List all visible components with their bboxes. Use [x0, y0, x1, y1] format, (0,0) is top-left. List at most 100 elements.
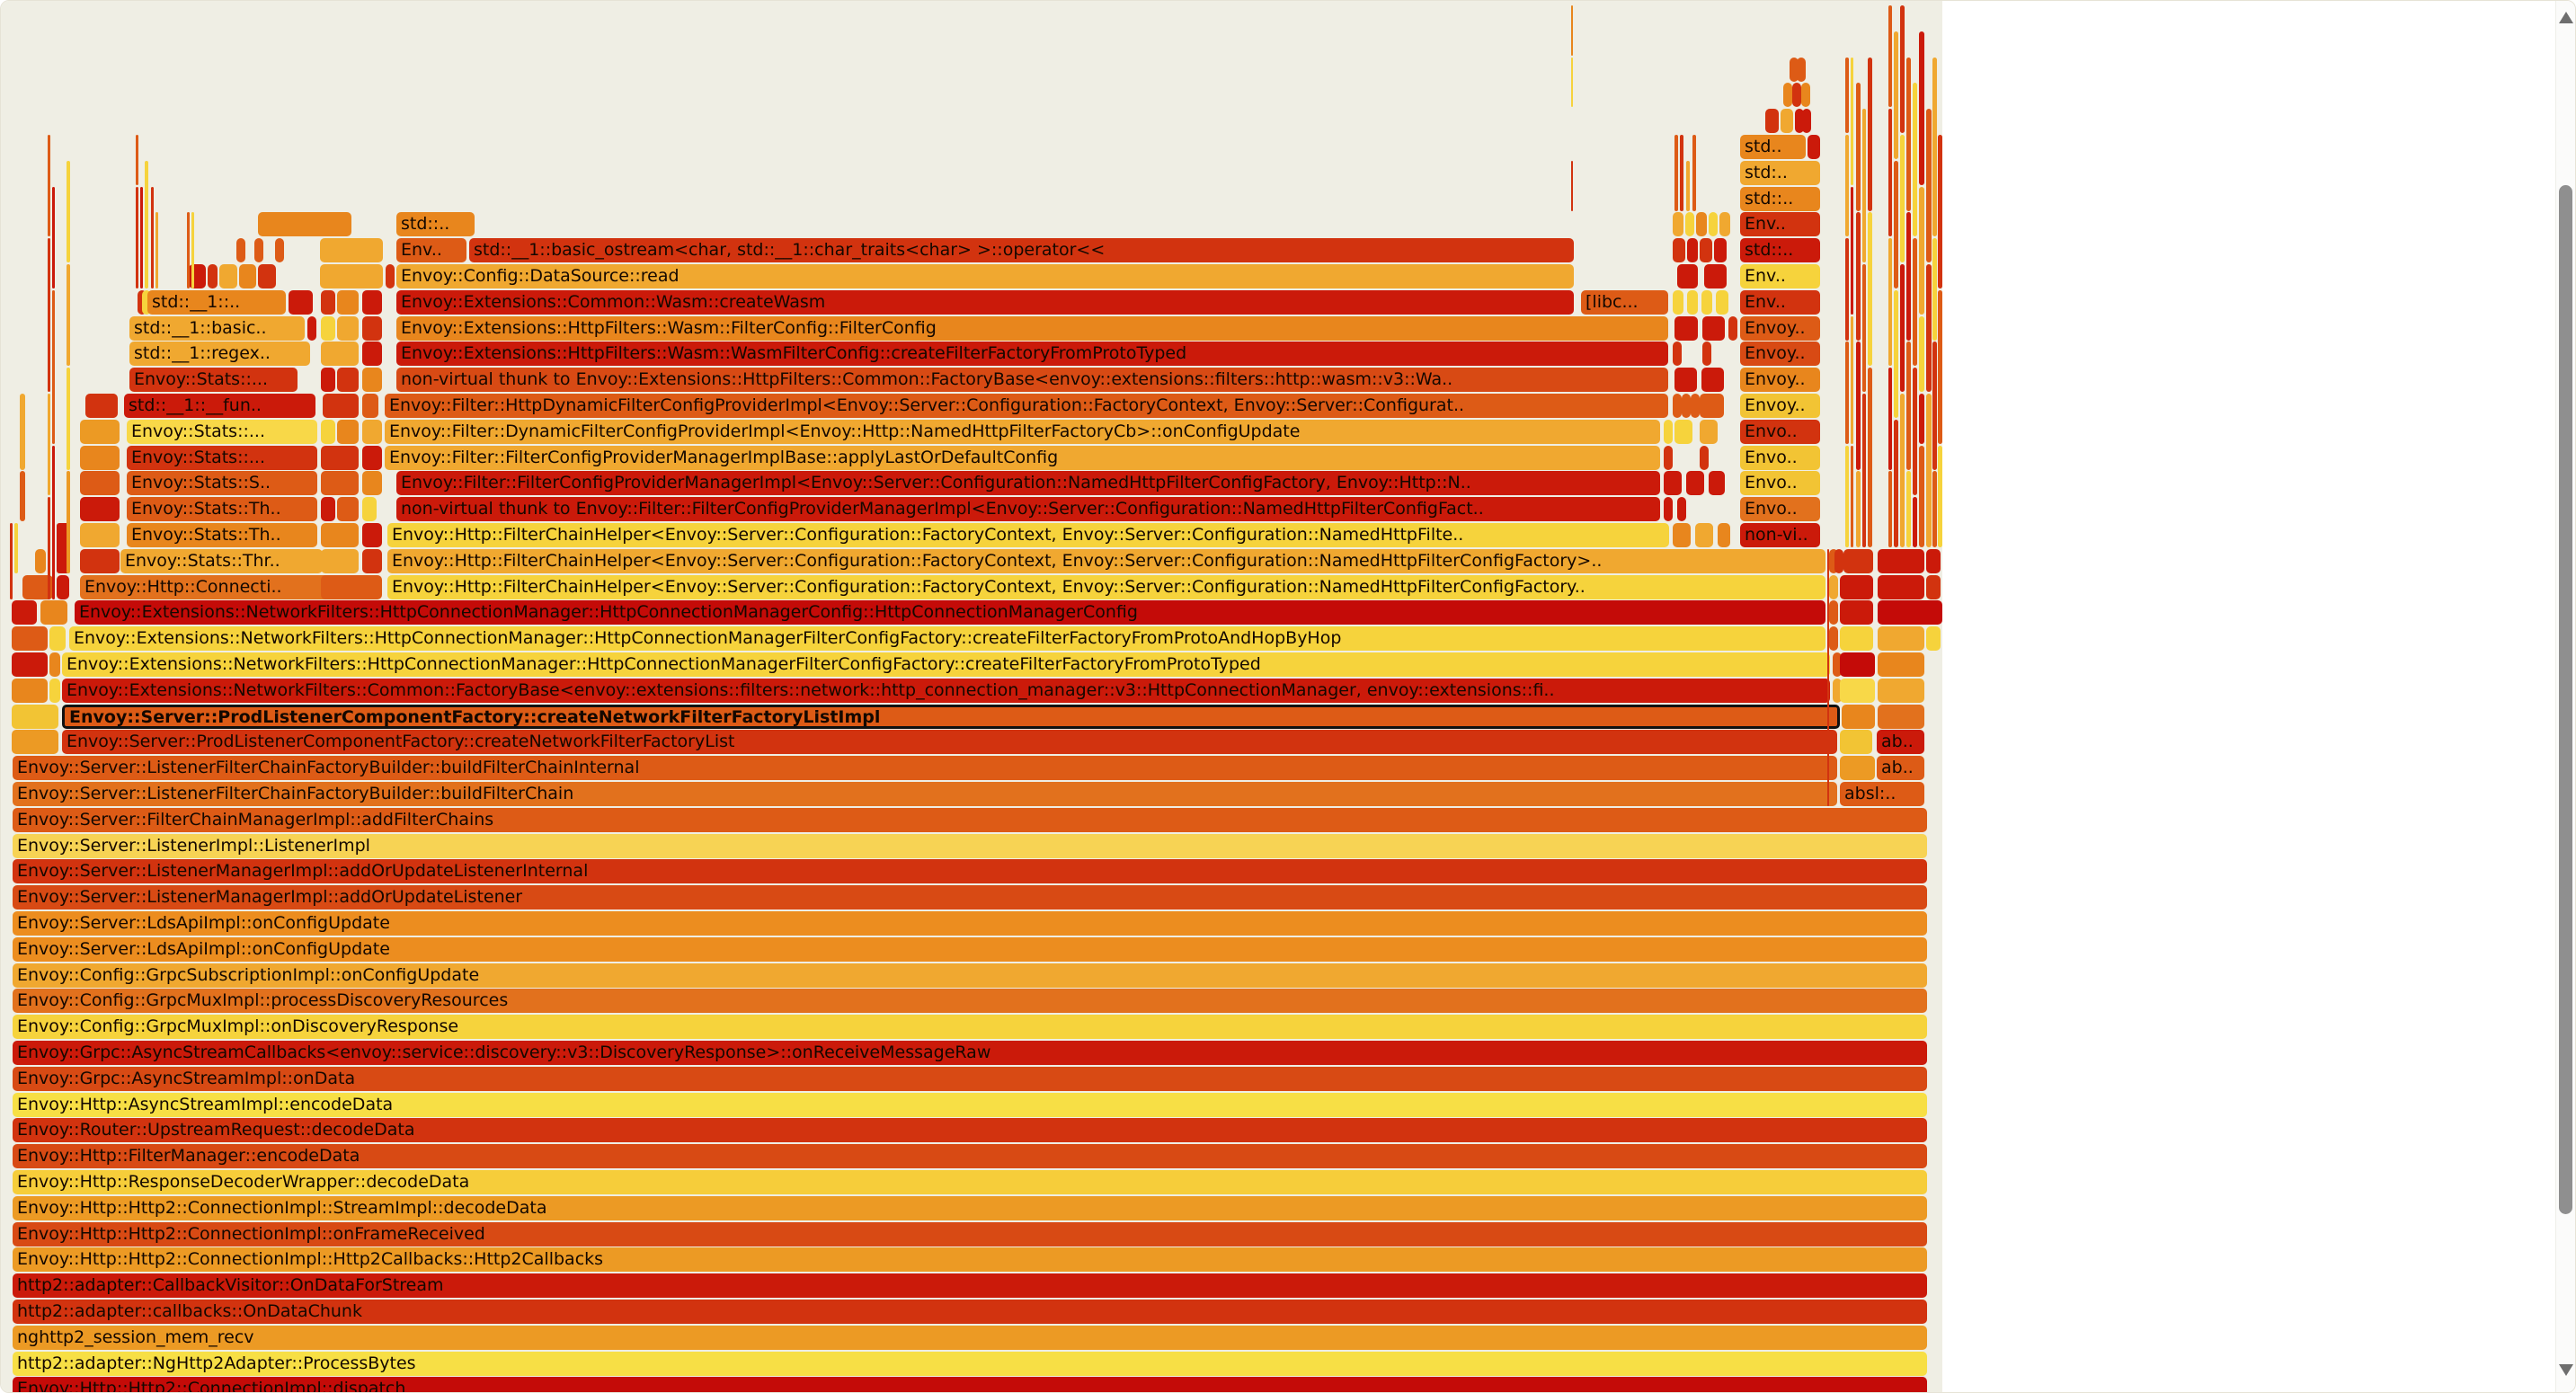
flame-frame[interactable]: Envoy::Http::FilterChainHelper<Envoy::Se…	[387, 548, 1825, 573]
flame-strip[interactable]	[48, 394, 50, 496]
flame-frame-block[interactable]	[1709, 471, 1725, 496]
flame-frame-block[interactable]	[1700, 394, 1724, 418]
flame-frame-block[interactable]	[1878, 678, 1924, 703]
flame-frame-block[interactable]	[1691, 394, 1700, 418]
flame-frame-block[interactable]	[1802, 109, 1811, 134]
flame-frame[interactable]: Envoy::Http::FilterChainHelper<Envoy::Se…	[387, 574, 1825, 599]
flame-strip[interactable]	[1913, 238, 1917, 367]
vertical-scrollbar[interactable]	[2555, 1, 2575, 1392]
flame-strip[interactable]	[1926, 109, 1932, 263]
flame-strip[interactable]	[1894, 289, 1898, 418]
flame-frame[interactable]: [libc...	[1581, 289, 1668, 315]
flame-frame-block[interactable]	[1797, 57, 1806, 82]
flame-frame-block[interactable]	[337, 368, 359, 393]
flame-frame-block[interactable]	[49, 652, 60, 677]
flame-frame-block[interactable]	[1840, 730, 1872, 755]
flame-frame-block[interactable]	[254, 238, 263, 263]
flame-strip[interactable]	[1571, 160, 1573, 211]
flame-strip[interactable]	[1919, 315, 1924, 393]
flame-frame[interactable]: Envoy::Stats::...	[127, 419, 317, 444]
flame-strip[interactable]	[1932, 238, 1937, 341]
flame-frame-block[interactable]	[35, 548, 46, 573]
flame-frame[interactable]: Envoy::Router::UpstreamRequest::decodeDa…	[13, 1118, 1927, 1143]
flame-strip[interactable]	[1571, 57, 1573, 108]
flame-frame-block[interactable]	[1682, 394, 1691, 418]
flame-strip[interactable]	[1906, 471, 1911, 547]
flame-frame[interactable]: Envoy::Http::Http2::ConnectionImpl::Stre…	[13, 1195, 1927, 1220]
flame-frame[interactable]: Envoy::Http::FilterManager::encodeData	[13, 1144, 1927, 1169]
flame-frame[interactable]: Envoy::Server::ProdListenerComponentFact…	[62, 730, 1837, 755]
flame-frame[interactable]: Envoy::Server::LdsApiImpl::onConfigUpdat…	[13, 936, 1927, 962]
flame-frame[interactable]: non-virtual thunk to Envoy::Extensions::…	[396, 368, 1668, 393]
flame-frame-block[interactable]	[337, 315, 359, 341]
flame-frame[interactable]: std::..	[396, 212, 475, 237]
flame-frame[interactable]: Envoy::Server::ProdListenerComponentFact…	[62, 704, 1840, 729]
flame-frame-block[interactable]	[12, 704, 58, 729]
flame-strip[interactable]	[1919, 186, 1924, 315]
flame-frame[interactable]: Envoy::Stats::Th..	[127, 523, 317, 547]
flame-frame-block[interactable]	[1702, 342, 1711, 367]
flame-strip[interactable]	[1845, 238, 1849, 341]
flame-strip[interactable]	[1862, 394, 1866, 547]
flame-strip[interactable]	[1919, 445, 1924, 547]
flame-frame-block[interactable]	[1674, 315, 1698, 341]
flame-frame-block[interactable]	[362, 497, 377, 522]
flame-strip[interactable]	[52, 186, 55, 288]
flame-frame-block[interactable]	[1673, 394, 1682, 418]
flame-frame[interactable]: Envoy::Server::ListenerImpl::ListenerImp…	[13, 833, 1927, 858]
flame-frame-block[interactable]	[1687, 289, 1698, 315]
flame-strip[interactable]	[1888, 368, 1892, 470]
flame-strip[interactable]	[14, 523, 18, 573]
flame-strip[interactable]	[1856, 212, 1861, 341]
flame-frame[interactable]: Envoy::Filter::DynamicFilterConfigProvid…	[385, 419, 1660, 444]
flame-frame-block[interactable]	[362, 548, 382, 573]
flame-frame-block[interactable]	[1795, 109, 1804, 134]
flame-strip[interactable]	[1926, 264, 1932, 393]
flame-frame-block[interactable]	[1926, 548, 1941, 573]
flame-strip[interactable]	[1674, 135, 1678, 211]
flame-frame-block[interactable]	[1673, 342, 1682, 367]
flame-frame-block[interactable]	[362, 289, 382, 315]
flame-frame-block[interactable]	[12, 678, 48, 703]
flame-frame-block[interactable]	[1833, 678, 1842, 703]
flame-frame[interactable]: Envoy::Filter::FilterConfigProviderManag…	[385, 445, 1660, 470]
flame-frame[interactable]: Envoy::Http::Http2::ConnectionImpl::disp…	[13, 1377, 1927, 1392]
flame-frame[interactable]: Envoy::Extensions::NetworkFilters::Commo…	[62, 678, 1830, 703]
flame-frame[interactable]: std:..	[1740, 160, 1820, 185]
flame-frame-block[interactable]	[362, 471, 382, 496]
flame-frame-block[interactable]	[258, 264, 276, 288]
flame-frame-block[interactable]	[49, 626, 66, 652]
flame-frame-block[interactable]	[362, 315, 382, 341]
flame-frame-block[interactable]	[80, 523, 120, 547]
flame-frame[interactable]: Envoy::Config::GrpcSubscriptionImpl::onC…	[13, 963, 1927, 988]
flame-frame-block[interactable]	[362, 394, 378, 418]
flame-frame-block[interactable]	[236, 238, 245, 263]
flame-frame[interactable]: Env..	[1740, 289, 1820, 315]
flame-strip[interactable]	[1571, 5, 1573, 56]
flame-frame[interactable]: std::..	[1740, 186, 1820, 211]
flame-frame[interactable]: Envoy::Extensions::NetworkFilters::HttpC…	[75, 600, 1825, 626]
flame-frame-block[interactable]	[1673, 523, 1691, 547]
flame-frame-block[interactable]	[1781, 109, 1793, 134]
flame-strip[interactable]	[1900, 394, 1905, 547]
flame-strip[interactable]	[1926, 394, 1932, 547]
flame-strip[interactable]	[52, 289, 55, 444]
flame-frame-block[interactable]	[40, 600, 67, 626]
flame-frame[interactable]: Envoy..	[1740, 342, 1820, 367]
flame-strip[interactable]	[151, 186, 154, 288]
flame-strip[interactable]	[67, 471, 70, 573]
flame-strip[interactable]	[1851, 445, 1853, 547]
flame-strip[interactable]	[67, 368, 70, 470]
flame-frame-block[interactable]	[1673, 289, 1683, 315]
flame-frame-block[interactable]	[1696, 212, 1707, 237]
flame-frame-block[interactable]	[275, 238, 284, 263]
flame-strip[interactable]	[1856, 471, 1861, 547]
flame-frame-block[interactable]	[1843, 548, 1873, 573]
flame-strip[interactable]	[136, 186, 138, 288]
flame-frame[interactable]: std::__1::regex..	[129, 342, 310, 367]
flame-frame[interactable]: Envoy::Filter::HttpDynamicFilterConfigPr…	[385, 394, 1668, 418]
flame-frame-block[interactable]	[362, 523, 382, 547]
flame-frame-block[interactable]	[1840, 756, 1875, 781]
flame-strip[interactable]	[1845, 342, 1849, 444]
scrollbar-thumb[interactable]	[2559, 185, 2572, 1214]
